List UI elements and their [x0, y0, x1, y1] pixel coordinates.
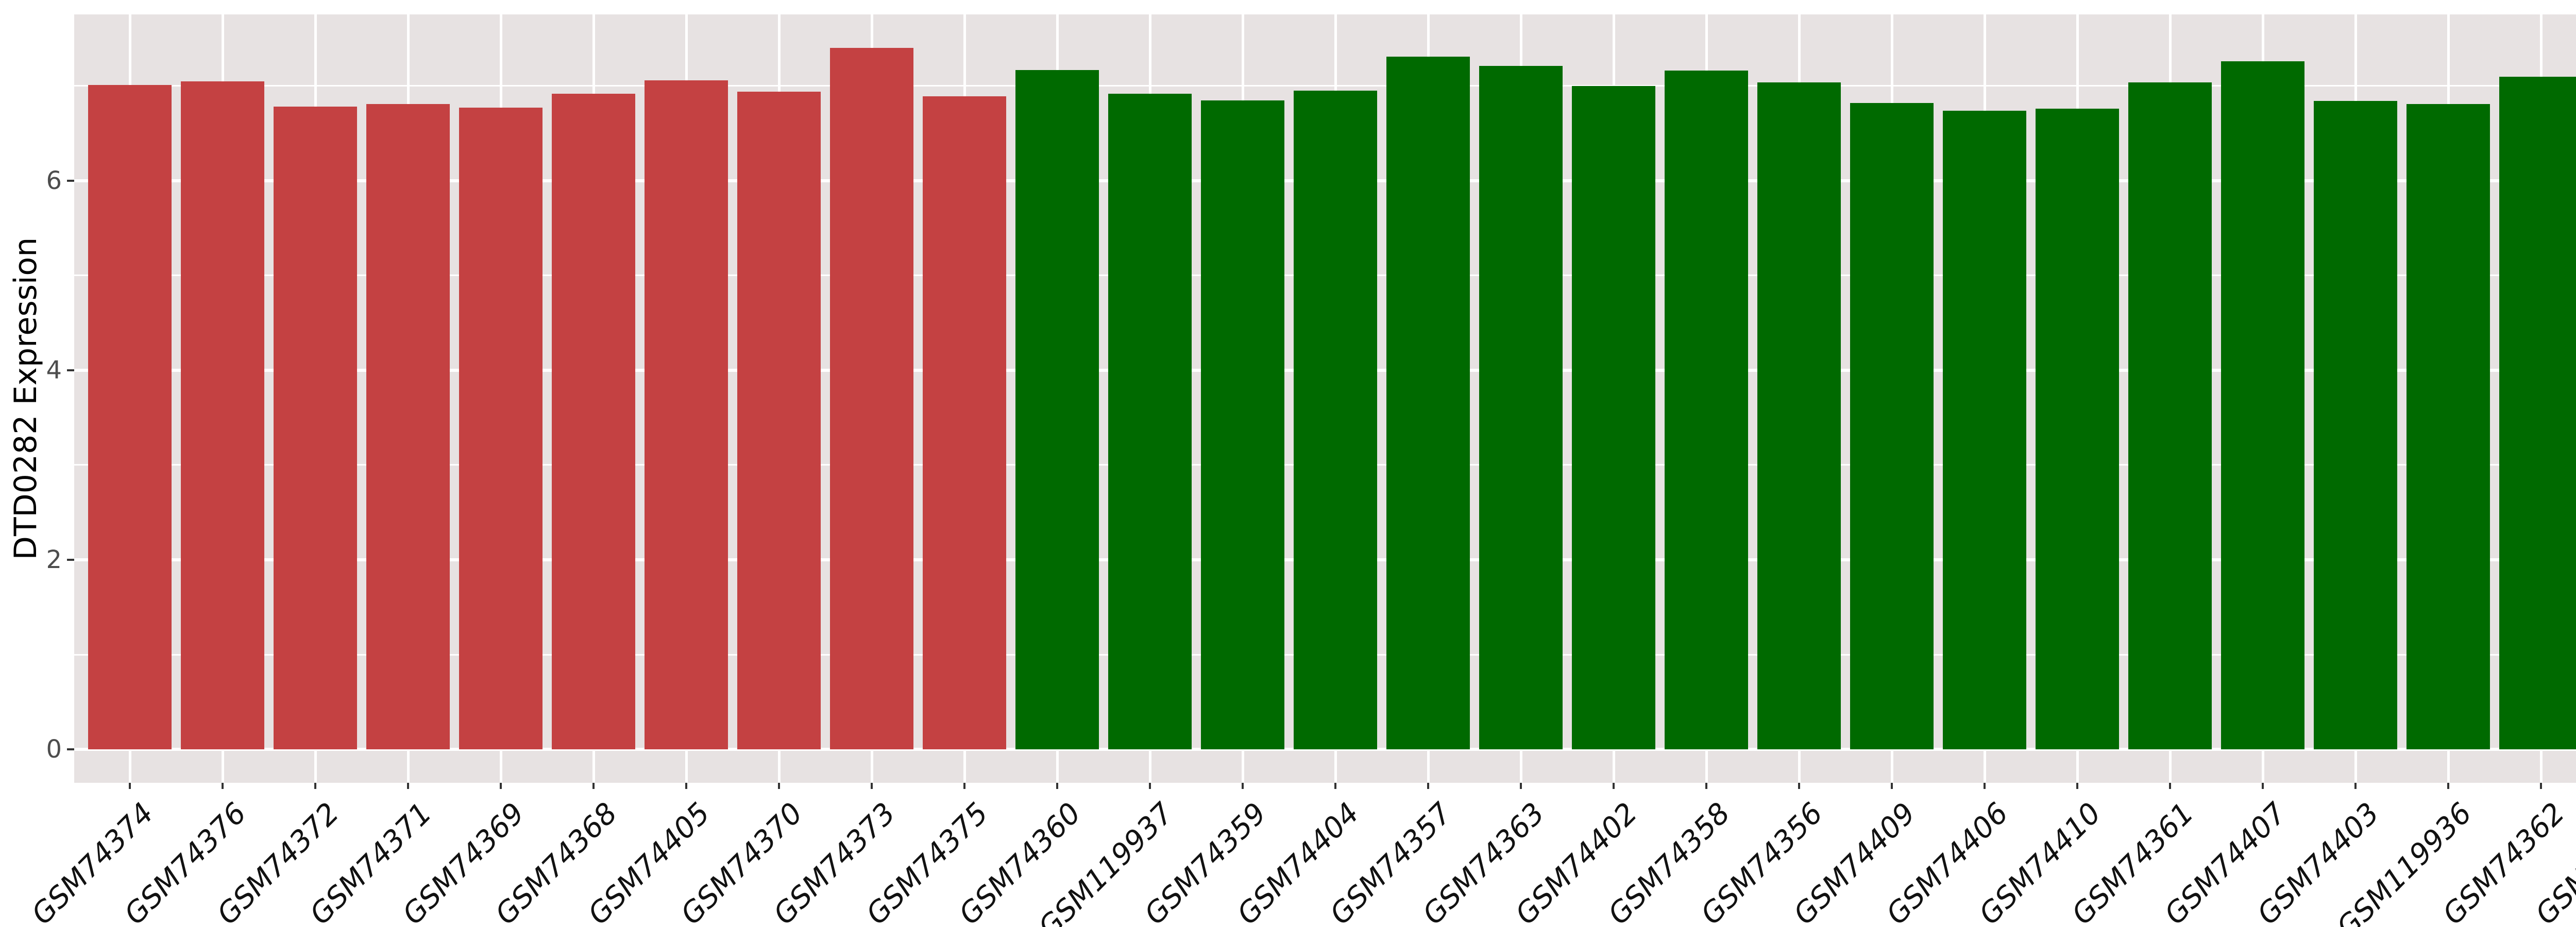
y-tick-label: 4 [46, 355, 62, 385]
x-tick-mark [2354, 783, 2357, 789]
x-tick-mark [963, 783, 965, 789]
x-tick-mark [1798, 783, 1800, 789]
bar-GSM74374 [88, 85, 172, 750]
y-tick-mark [67, 369, 74, 371]
bar-GSM119936 [2406, 104, 2490, 750]
bar-GSM74404 [1294, 91, 1377, 750]
bar-GSM74361 [2128, 82, 2212, 750]
bar-GSM74372 [274, 107, 357, 750]
x-tick-mark [2076, 783, 2078, 789]
x-tick-mark [1705, 783, 1707, 789]
x-tick-mark [1891, 783, 1893, 789]
bar-GSM74369 [459, 108, 543, 750]
bar-GSM119937 [1108, 93, 1192, 750]
bar-GSM74406 [1943, 110, 2026, 750]
x-tick-mark [1242, 783, 1244, 789]
x-tick-mark [1427, 783, 1429, 789]
bar-GSM74368 [552, 93, 635, 750]
x-tick-mark [592, 783, 595, 789]
bar-GSM74360 [1015, 70, 1099, 750]
bar-GSM74405 [645, 80, 728, 750]
x-tick-mark [2169, 783, 2171, 789]
bar-GSM74371 [366, 104, 450, 750]
bar-GSM74403 [2314, 101, 2397, 750]
bar-GSM74373 [830, 48, 913, 750]
x-tick-mark [1613, 783, 1615, 789]
x-tick-mark [1149, 783, 1151, 789]
bar-GSM74370 [737, 91, 821, 750]
y-tick-label: 6 [46, 166, 62, 195]
x-tick-mark [1520, 783, 1522, 789]
gridline-minor-y [74, 85, 2576, 87]
bar-GSM74357 [1386, 56, 1470, 750]
x-tick-mark [314, 783, 316, 789]
x-tick-mark [2262, 783, 2264, 789]
x-tick-mark [2540, 783, 2542, 789]
bar-GSM74358 [1665, 71, 1748, 750]
y-tick-mark [67, 179, 74, 182]
x-tick-mark [1984, 783, 1986, 789]
x-tick-mark [222, 783, 224, 789]
plot-panel [74, 14, 2576, 783]
x-tick-mark [407, 783, 409, 789]
x-tick-mark [778, 783, 780, 789]
bar-GSM74375 [923, 96, 1006, 750]
bar-GSM74407 [2221, 61, 2304, 750]
x-tick-mark [1056, 783, 1058, 789]
bar-GSM74402 [1572, 85, 1655, 750]
bar-GSM74356 [1757, 82, 1841, 750]
y-tick-mark [67, 559, 74, 561]
y-tick-mark [67, 748, 74, 751]
bar-GSM74362 [2499, 76, 2576, 750]
bar-GSM74410 [2036, 109, 2119, 750]
y-axis-title: DTD0282 Expression [8, 237, 44, 560]
x-tick-mark [500, 783, 502, 789]
bar-GSM74359 [1201, 100, 1284, 750]
y-tick-label: 0 [46, 735, 62, 764]
bar-GSM74409 [1850, 103, 1934, 750]
y-tick-label: 2 [46, 545, 62, 574]
gridline-major-y [74, 748, 2576, 751]
x-tick-mark [2447, 783, 2449, 789]
bar-GSM74363 [1479, 66, 1563, 750]
x-tick-mark [129, 783, 131, 789]
x-tick-mark [1334, 783, 1336, 789]
bar-GSM74376 [181, 81, 264, 750]
x-tick-mark [871, 783, 873, 789]
x-tick-mark [685, 783, 687, 789]
